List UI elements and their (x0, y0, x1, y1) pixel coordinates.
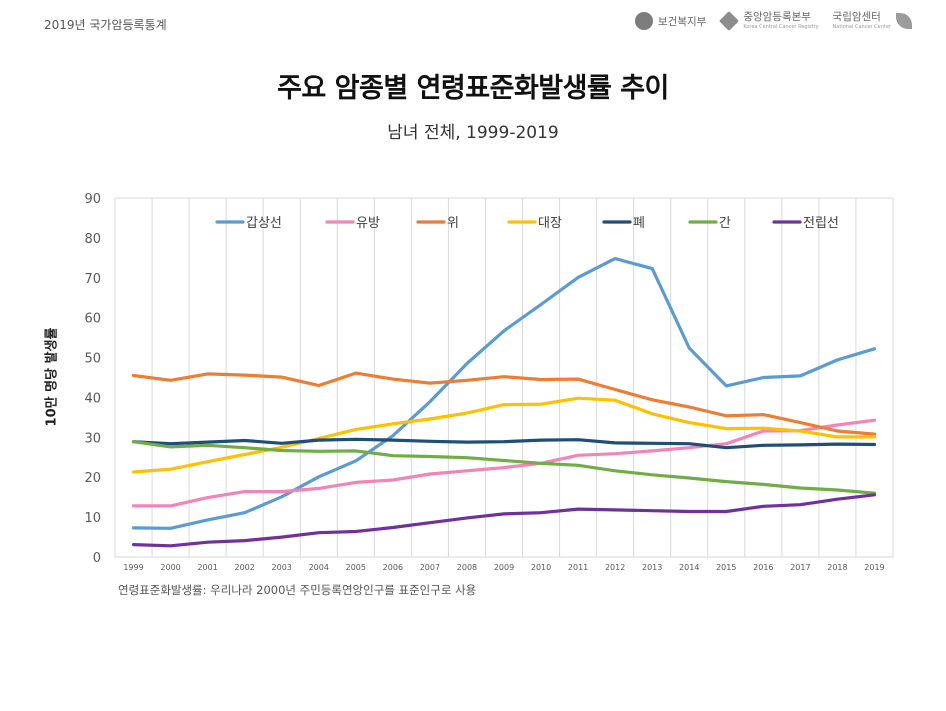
logo-bar: 보건복지부 중앙암등록본부 Korea Central Cancer Regis… (635, 11, 912, 31)
legend-label: 갑상선 (246, 216, 282, 231)
x-tick-label: 2016 (753, 563, 773, 572)
x-tick-label: 2002 (234, 563, 254, 572)
legend-label: 간 (719, 216, 731, 231)
registry-logo: 중앙암등록본부 Korea Central Cancer Registry (719, 11, 819, 31)
registry-logo-text: 중앙암등록본부 (743, 11, 811, 24)
chart-subtitle: 남녀 전체, 1999-2019 (387, 123, 559, 143)
x-tick-label: 2019 (864, 563, 884, 572)
series-line-대장 (131, 396, 877, 474)
y-tick-label: 40 (84, 391, 101, 406)
x-tick-label: 2001 (197, 563, 217, 572)
cancer-center-logo: 국립암센터 National Cancer Center (833, 12, 912, 30)
y-tick-label: 70 (84, 272, 101, 287)
y-tick-label: 0 (93, 551, 101, 566)
x-tick-label: 2009 (494, 563, 514, 572)
y-tick-label: 20 (84, 471, 101, 486)
cancer-center-logo-text: 국립암센터 (832, 11, 881, 24)
report-label: 2019년 국가암등록통계 (44, 18, 167, 32)
x-tick-label: 2017 (790, 563, 810, 572)
y-tick-label: 50 (84, 352, 101, 367)
y-tick-label: 60 (84, 312, 101, 327)
y-tick-label: 10 (84, 511, 101, 526)
x-tick-label: 2008 (457, 563, 477, 572)
cancer-center-leaf-icon (896, 13, 912, 29)
x-tick-label: 2005 (346, 563, 366, 572)
legend-label: 전립선 (803, 216, 839, 231)
series-line-위 (131, 371, 877, 436)
series-line-간 (131, 440, 877, 495)
x-tick-label: 1999 (123, 563, 143, 572)
legend-label: 대장 (538, 216, 562, 231)
x-tick-label: 2006 (383, 563, 403, 572)
x-tick-label: 2003 (272, 563, 292, 572)
series-line-갑상선 (131, 257, 877, 530)
legend-label: 폐 (633, 216, 645, 231)
x-tick-label: 2013 (642, 563, 662, 572)
x-tick-label: 2015 (716, 563, 736, 572)
x-tick-label: 2014 (679, 563, 699, 572)
registry-logo-subtext: Korea Central Cancer Registry (743, 23, 819, 30)
chart-title: 주요 암종별 연령표준화발생률 추이 (277, 73, 669, 104)
legend-label: 유방 (356, 216, 380, 231)
x-tick-label: 2010 (531, 563, 551, 572)
series-line-전립선 (131, 493, 877, 548)
x-tick-label: 2018 (827, 563, 847, 572)
y-tick-label: 90 (84, 192, 101, 207)
footnote: 연령표준화발생률: 우리나라 2000년 주민등록연앙인구를 표준인구로 사용 (118, 583, 477, 597)
ministry-logo-text: 보건복지부 (658, 15, 707, 28)
series-line-폐 (131, 437, 877, 450)
x-tick-label: 2004 (309, 563, 329, 572)
cancer-center-logo-subtext: National Cancer Center (832, 23, 891, 30)
ministry-logo: 보건복지부 (635, 12, 706, 30)
x-tick-label: 2011 (568, 563, 588, 572)
legend-label: 위 (447, 216, 459, 231)
x-tick-label: 2012 (605, 563, 625, 572)
y-axis-label: 10만 명당 발생률 (44, 327, 60, 427)
y-tick-label: 30 (84, 431, 101, 446)
series-line-유방 (131, 418, 877, 508)
y-tick-label: 80 (84, 232, 101, 247)
x-tick-label: 2000 (160, 563, 180, 572)
ministry-emblem-icon (635, 12, 653, 30)
x-tick-label: 2007 (420, 563, 440, 572)
